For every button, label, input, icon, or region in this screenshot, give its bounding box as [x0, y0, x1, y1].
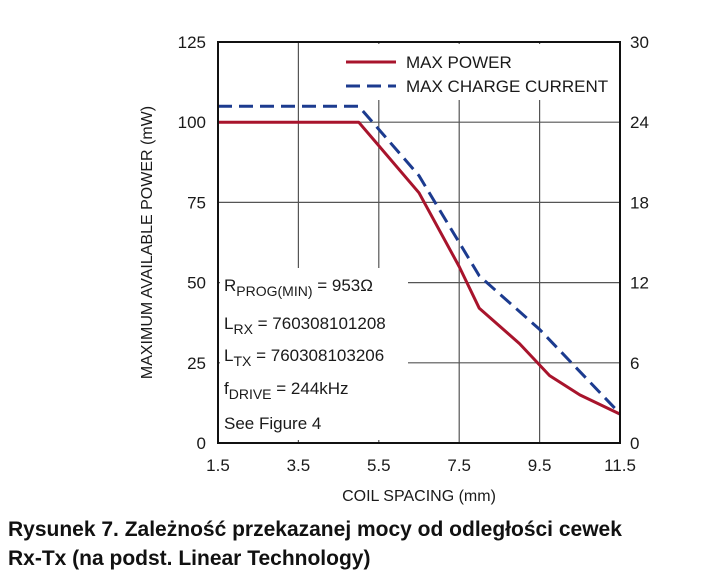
y-tick-label-left: 75 [187, 193, 206, 212]
plot-frame [217, 41, 621, 444]
y-tick-label-left: 125 [178, 33, 206, 52]
y-tick-label-right: 0 [630, 434, 639, 453]
x-tick-label: 11.5 [604, 456, 636, 475]
annotation-background [220, 268, 408, 440]
annotation-backdrop [220, 268, 408, 440]
y-tick-label-right: 12 [630, 274, 649, 293]
x-tick-label: 3.5 [287, 456, 311, 475]
annotation-line: LTX = 760308103206 [224, 346, 384, 369]
annotation-line: See Figure 4 [224, 414, 321, 433]
legend-label: MAX POWER [406, 53, 512, 72]
x-tick-label: 7.5 [447, 456, 471, 475]
x-axis-title: COIL SPACING (mm) [342, 488, 496, 505]
legend-backdrop [336, 44, 619, 100]
figure-caption-line-2: Rx-Tx (na podst. Linear Technology) [8, 547, 371, 570]
y-tick-label-right: 24 [630, 113, 649, 132]
x-tick-labels: 1.5 3.5 5.5 7.5 9.5 11.5 [206, 456, 636, 475]
y-tick-label-left: 50 [187, 274, 206, 293]
annotation-line: fDRIVE = 244kHz [224, 379, 349, 402]
series-line-max-charge-current [218, 104, 622, 415]
legend-label: MAX CHARGE CURRENT [406, 77, 608, 96]
x-tick-label: 9.5 [528, 456, 552, 475]
y-tick-label-right: 6 [630, 354, 639, 373]
y-tick-label-right: 30 [630, 33, 649, 52]
x-tick-label: 5.5 [367, 456, 391, 475]
x-tick-label: 1.5 [206, 456, 230, 475]
figure-caption-line-1: Rysunek 7. Zależność przekazanej mocy od… [8, 518, 622, 541]
y-tick-label-left: 0 [197, 434, 206, 453]
annotation-line: RPROG(MIN) = 953Ω [224, 276, 373, 299]
y-tick-label-left: 100 [178, 113, 206, 132]
y-tick-label-right: 18 [630, 193, 649, 212]
y-tick-labels-right: 0 6 12 18 24 30 [630, 33, 649, 453]
series-lines [218, 104, 622, 416]
annotations: RPROG(MIN) = 953Ω LRX = 760308101208 LTX =… [224, 276, 386, 433]
annotation-line: LRX = 760308101208 [224, 314, 386, 337]
y-axis-title: MAXIMUM AVAILABLE POWER (mW) [139, 106, 156, 379]
series-line-max-power [218, 120, 621, 416]
legend: MAX POWER MAX CHARGE CURRENT [336, 44, 619, 100]
y-tick-label-left: 25 [187, 354, 206, 373]
y-tick-labels-left: 0 25 50 75 100 125 [178, 33, 206, 453]
